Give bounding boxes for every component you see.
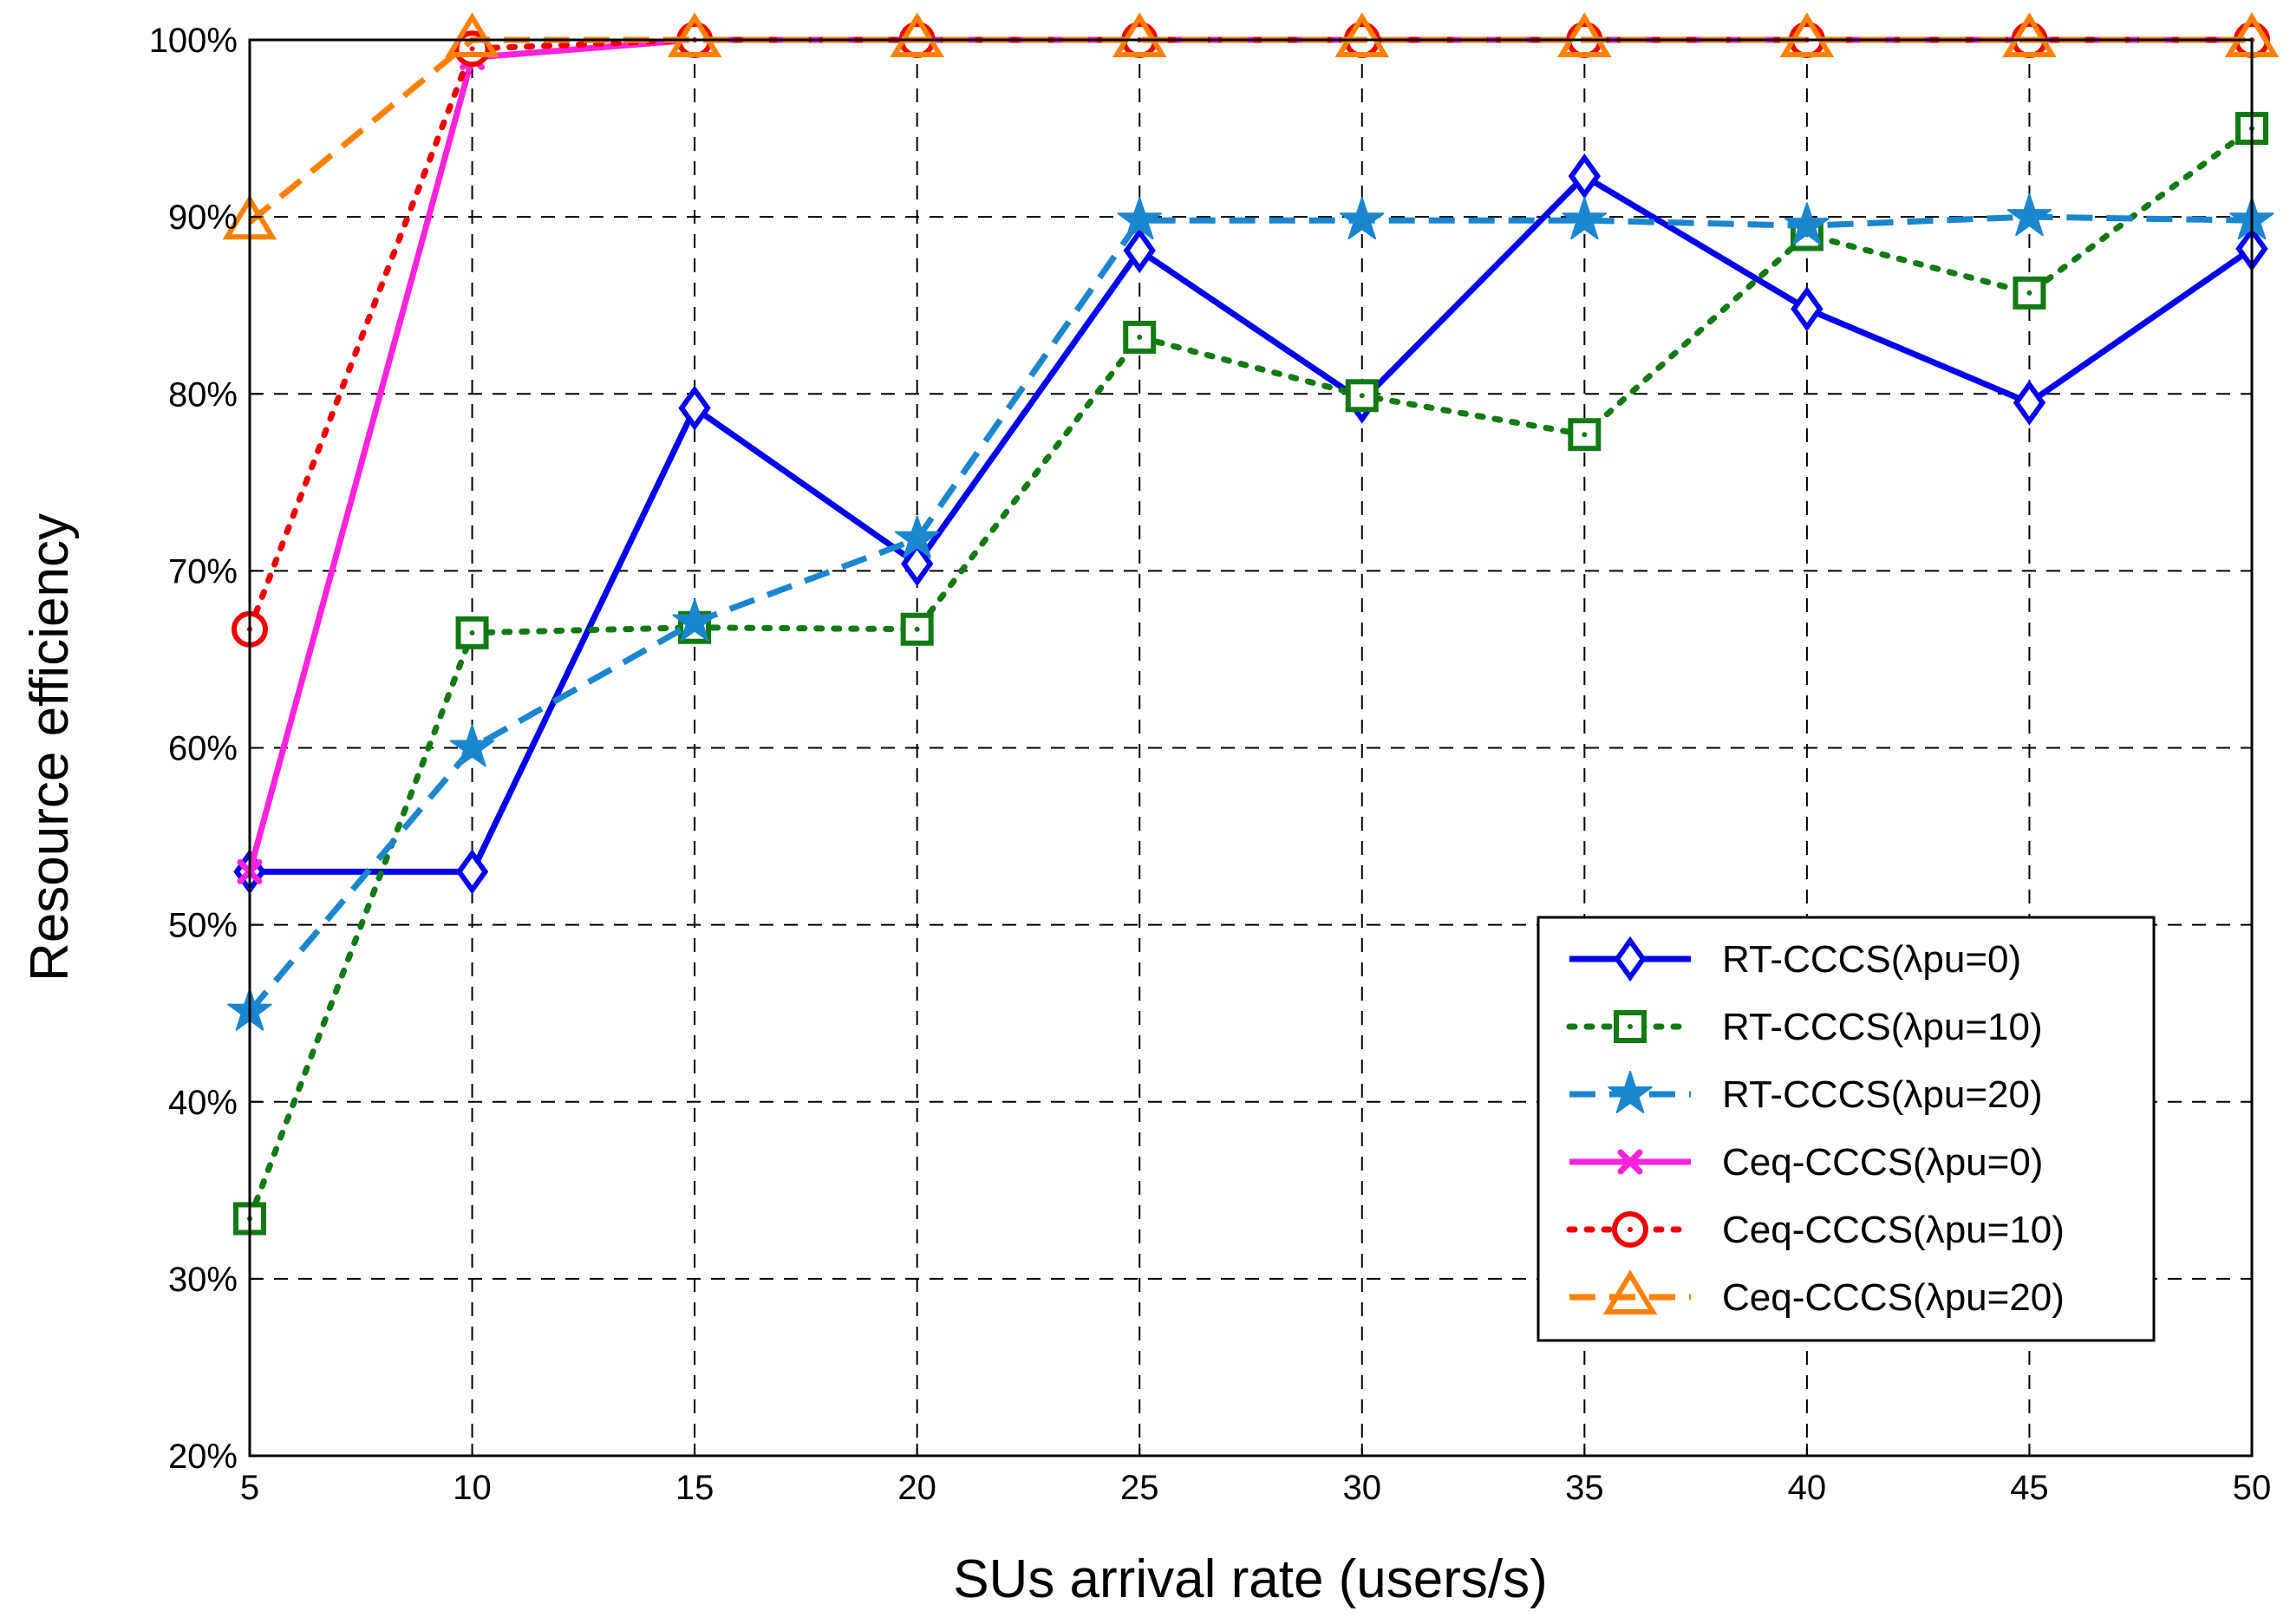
- data-point-3-3: [672, 598, 717, 642]
- x-tick-label: 25: [1120, 1469, 1159, 1507]
- legend-marker-4: [1617, 1149, 1643, 1175]
- legend-marker-6: [1602, 1269, 1658, 1314]
- ticks: 5 10 15 20 25 30 35 40 45 50 20% 30% 40% 50% 60% 70% 80%…: [149, 22, 2272, 1507]
- data-point-2-5-dot: [1137, 334, 1143, 340]
- y-tick-label: 40%: [168, 1084, 238, 1122]
- data-point-2-4-dot: [914, 626, 920, 632]
- data-point-3-6: [1340, 197, 1385, 240]
- data-point-6-4: [890, 12, 944, 57]
- data-point-1-8: [1791, 286, 1824, 332]
- data-point-2-9: [2013, 276, 2046, 310]
- data-point-6-3: [667, 12, 722, 57]
- legend-label-1: RT-CCCS(λpu=0): [1722, 938, 2021, 981]
- data-point-3-8: [1784, 202, 1830, 245]
- data-point-6-2: [445, 12, 499, 57]
- data-point-3-9: [2006, 193, 2052, 237]
- data-point-2-6-dot: [1359, 393, 1365, 399]
- x-tick-label: 45: [2010, 1469, 2049, 1507]
- legend-marker-3: [1608, 1071, 1653, 1113]
- data-point-1-7: [1568, 153, 1602, 199]
- x-tick-label: 30: [1343, 1469, 1382, 1507]
- data-point-3-5: [1117, 197, 1162, 240]
- y-tick-label: 30%: [168, 1261, 238, 1299]
- legend-box: [1536, 916, 2156, 1342]
- y-tick-label: 90%: [168, 199, 238, 237]
- y-tick-label: 50%: [168, 907, 238, 945]
- data-point-6-5: [1112, 12, 1167, 57]
- data-point-2-4: [900, 612, 934, 646]
- y-tick-label: 60%: [168, 730, 238, 768]
- legend-label-4: Ceq-CCCS(λpu=0): [1722, 1141, 2043, 1184]
- data-point-3-4: [894, 515, 940, 558]
- y-tick-label: 80%: [168, 375, 238, 414]
- data-point-2-2: [455, 616, 489, 649]
- legend-marker-5: [1612, 1211, 1648, 1248]
- data-point-6-9: [2002, 12, 2057, 57]
- x-tick-label: 20: [897, 1469, 936, 1507]
- data-point-2-2-dot: [469, 629, 475, 636]
- data-point-1-9: [2013, 380, 2046, 426]
- x-tick-label: 15: [675, 1469, 714, 1507]
- data-point-1-3: [678, 385, 711, 431]
- data-point-1-5: [1123, 227, 1156, 274]
- data-point-2-7-dot: [1582, 432, 1588, 438]
- series-line-2: [246, 125, 2255, 1222]
- data-point-3-7: [1562, 197, 1608, 240]
- x-tick-label: 10: [453, 1469, 492, 1507]
- legend-label-2: RT-CCCS(λpu=10): [1722, 1006, 2043, 1048]
- data-point-1-2: [455, 849, 489, 895]
- legend-label-6: Ceq-CCCS(λpu=20): [1722, 1276, 2065, 1319]
- data-point-3-2: [449, 724, 495, 767]
- y-tick-label: 100%: [149, 22, 238, 60]
- legend-label-5: Ceq-CCCS(λpu=10): [1722, 1209, 2065, 1251]
- x-axis-title: SUs arrival rate (users/s): [953, 1549, 1548, 1609]
- data-point-1-4: [900, 541, 934, 587]
- x-tick-label: 50: [2233, 1469, 2272, 1507]
- y-tick-label: 20%: [168, 1438, 238, 1476]
- data-point-6-6: [1334, 12, 1390, 57]
- data-point-2-6: [1345, 379, 1379, 413]
- legend-marker-2-dot: [1628, 1024, 1633, 1029]
- data-point-2-6-box: [1345, 379, 1379, 413]
- legend-label-3: RT-CCCS(λpu=20): [1722, 1073, 2043, 1116]
- data-point-2-5: [1123, 320, 1157, 354]
- data-point-2-7: [1568, 418, 1602, 452]
- data-point-5-2-dot: [469, 46, 475, 52]
- legend-marker-2: [1614, 1010, 1647, 1043]
- data-point-2-9-dot: [2026, 290, 2032, 296]
- data-point-2-9-box: [2013, 276, 2046, 310]
- data-point-2-7-box: [1568, 418, 1602, 452]
- data-point-2-5-box: [1123, 320, 1157, 354]
- y-axis-title: Resource efficiency: [20, 513, 80, 982]
- legend: RT-CCCS(λpu=0) RT-CCCS(λpu=10) RT-CCCS(λpu…: [1536, 916, 2156, 1342]
- series-line-1: [250, 173, 2254, 875]
- legend-marker-5-dot: [1628, 1227, 1633, 1232]
- series-line-3: [247, 213, 2253, 1014]
- x-tick-label: 40: [1788, 1469, 1827, 1507]
- x-tick-label: 35: [1565, 1469, 1604, 1507]
- data-point-6-8: [1779, 12, 1835, 57]
- y-tick-label: 70%: [168, 552, 238, 590]
- x-tick-label: 5: [240, 1469, 259, 1507]
- data-point-6-7: [1557, 12, 1612, 57]
- legend-marker-1: [1614, 936, 1647, 982]
